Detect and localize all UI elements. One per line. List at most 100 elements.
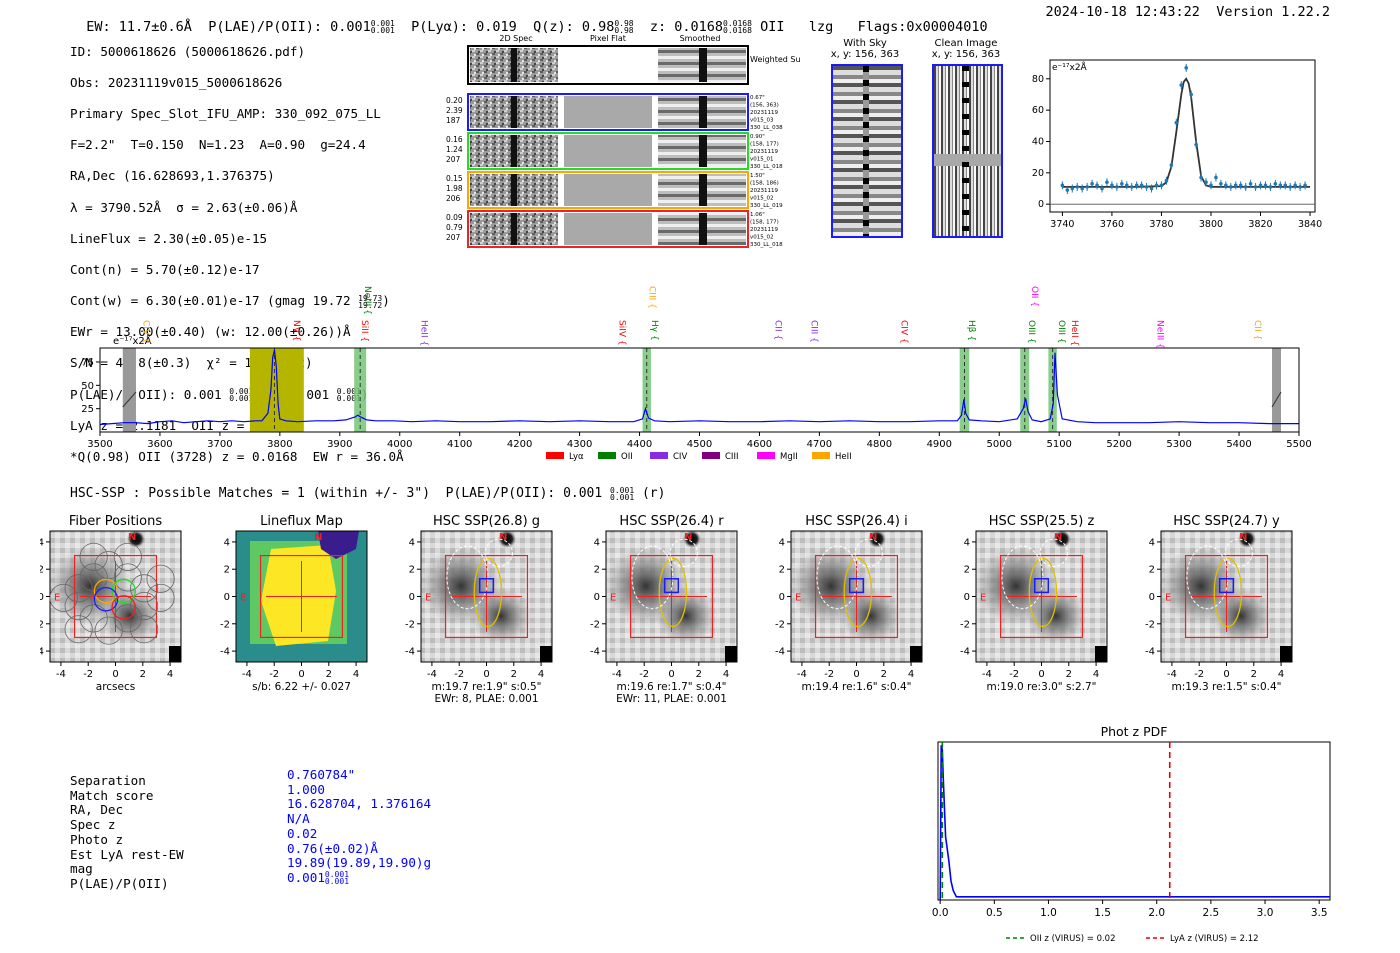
panel-xtick-label: 0 bbox=[483, 669, 489, 680]
panel-xtick-label: -4 bbox=[797, 669, 807, 680]
image-panels-svg: Fiber Positions N E -4 -4 -2 -2 0 0 2 2 4 4 arcsecs Li… bbox=[34, 514, 1293, 705]
panel-ytick-label: 4 bbox=[409, 537, 415, 548]
east-marker: E bbox=[240, 593, 246, 604]
panel-ytick-label: 2 bbox=[224, 565, 230, 576]
info-q-line: *Q(0.98) OII (3728) z = 0.0168 EW r = 36… bbox=[70, 449, 404, 465]
panel-xtick-label: -4 bbox=[427, 669, 437, 680]
panel-xtick-label: -2 bbox=[1009, 669, 1019, 680]
spectrum-line-label: CIV { bbox=[141, 320, 151, 344]
bright-star bbox=[1238, 530, 1256, 548]
full-spectrum-svg: e⁻¹⁷x2Å 25 50 75 3500 3600 3700 3800 3900 4000 410… bbox=[81, 286, 1311, 462]
search-box bbox=[999, 554, 1084, 639]
cutout-row-left-text: 207 bbox=[446, 155, 461, 164]
with-sky-title: With Sky x, y: 156, 363 bbox=[830, 38, 900, 60]
fit-data-point bbox=[1253, 185, 1258, 189]
info-ewr: EWr = 13.00(±0.40) (w: 12.00(±0.26))Å bbox=[70, 324, 351, 340]
cutout-row-left-text: 207 bbox=[446, 233, 461, 242]
panel-ytick-label: 4 bbox=[779, 537, 785, 548]
spectrum-xtick-label: 4900 bbox=[927, 439, 952, 450]
neighbor-ellipse bbox=[1039, 538, 1068, 567]
cutout-row-2d-line bbox=[511, 213, 517, 245]
spectrum-line-marker: CIII { bbox=[808, 320, 818, 343]
fit-data-point bbox=[1278, 183, 1283, 188]
fiber-circle bbox=[130, 592, 159, 621]
cutout-row-flat bbox=[564, 213, 652, 245]
clean-image-title: Clean Image x, y: 156, 363 bbox=[931, 38, 1001, 60]
spectrum-line-label: NeIII { bbox=[1154, 320, 1164, 349]
photz-plot: Phot z PDF 0.0 0.5 1.0 1.5 2.0 2.5 3.0 3.5 OII z … bbox=[920, 722, 1340, 947]
spectrum-line-label: SiII { bbox=[359, 320, 369, 342]
search-box bbox=[1184, 554, 1269, 639]
panel-xtick-label: 0 bbox=[668, 669, 674, 680]
panel-ytick-label: 4 bbox=[594, 537, 600, 548]
spectrum-line-label: CIV { bbox=[898, 320, 908, 344]
spectrum-line-marker: HeII { bbox=[419, 320, 429, 346]
fit-data-point bbox=[1139, 183, 1144, 188]
spectrum-line-label: NeIII { bbox=[362, 286, 372, 315]
panel-xtick-label: 2 bbox=[326, 669, 332, 680]
fiber-circle bbox=[64, 574, 93, 603]
panel-ytick-label: 0 bbox=[1149, 592, 1155, 603]
panel-ytick-label: 0 bbox=[964, 592, 970, 603]
cutout-row-right-text: 1.06" bbox=[750, 212, 765, 218]
spectrum-line-marker: CIV { bbox=[141, 320, 151, 344]
panel-title: HSC SSP(25.5) z bbox=[989, 514, 1095, 529]
fit-data-point bbox=[1120, 181, 1124, 186]
panel-image bbox=[789, 530, 922, 662]
neighbor-ellipse bbox=[484, 538, 513, 567]
info-lambda: λ = 3790.52Å σ = 2.63(±0.06)Å bbox=[70, 199, 298, 215]
fit-data-point bbox=[1129, 185, 1134, 189]
cutout-row-right-text: 330_LL_018 bbox=[750, 164, 783, 170]
cutout-row-right-text: (158, 186) bbox=[750, 181, 779, 187]
info-contw: Cont(w) = 6.30(±0.01)e-17 (gmag 19.72 19… bbox=[70, 293, 390, 310]
match-value: N/A bbox=[287, 811, 310, 827]
spectrum-legend-swatch bbox=[757, 452, 775, 459]
panel-title: Lineflux Map bbox=[260, 514, 343, 529]
panel-xtick-label: 2 bbox=[696, 669, 702, 680]
fit-xtick-label: 3820 bbox=[1248, 219, 1272, 230]
fit-data-point bbox=[1124, 183, 1129, 188]
spectrum-ylabel: e⁻¹⁷x2Å bbox=[113, 334, 152, 347]
photz-legend-lya: LyA z (VIRUS) = 2.12 bbox=[1170, 934, 1259, 944]
match-box bbox=[663, 578, 680, 594]
fit-axes-frame bbox=[1049, 59, 1316, 213]
info-contn: Cont(n) = 5.70(±0.12)e-17 bbox=[70, 261, 260, 277]
photz-xtick-label: 1.5 bbox=[1094, 907, 1111, 919]
north-marker: N bbox=[499, 532, 507, 543]
panel-caption: s/b: 6.22 +/- 0.027 bbox=[252, 681, 351, 693]
cutout-row-left-text: 0.20 bbox=[446, 96, 463, 105]
col-smoothed: Smoothed bbox=[680, 34, 721, 43]
info-id: ID: 5000618626 (5000618626.pdf) bbox=[70, 43, 306, 59]
spectrum-line-marker: SiIV { bbox=[617, 320, 627, 346]
spectrum-line-marker: SiII { bbox=[359, 320, 369, 342]
fit-xtick-label: 3800 bbox=[1199, 219, 1223, 230]
fiber-circle bbox=[113, 563, 142, 592]
cutout-row-left-text: 206 bbox=[446, 194, 461, 203]
match-value: 0.02 bbox=[287, 825, 318, 841]
with-sky-trace bbox=[863, 66, 869, 236]
header-qz-lo: 0.98 bbox=[614, 26, 634, 35]
bright-star bbox=[1053, 530, 1071, 548]
match-label: mag bbox=[70, 861, 93, 877]
north-marker: N bbox=[869, 532, 877, 543]
spectrum-line-label: CII { bbox=[772, 320, 782, 340]
hsc-summary: HSC-SSP : Possible Matches = 1 (within +… bbox=[70, 485, 666, 502]
spectrum-line-marker: Hγ { bbox=[649, 320, 659, 341]
spectrum-line-label: OII { bbox=[1029, 286, 1039, 307]
neighbor-ellipse bbox=[854, 538, 883, 567]
panel-xtick-label: -2 bbox=[1194, 669, 1204, 680]
header-z-line: OII bbox=[760, 19, 785, 35]
corner-star bbox=[169, 646, 181, 662]
east-marker: E bbox=[610, 593, 616, 604]
fit-data-point bbox=[1233, 183, 1238, 188]
cutout-row-smooth-line bbox=[699, 96, 707, 128]
panel-xtick-label: 0 bbox=[853, 669, 859, 680]
east-marker: E bbox=[1165, 593, 1171, 604]
cutout-row-right-text: 20231119 bbox=[750, 188, 778, 194]
spectrum-legend-swatch bbox=[598, 452, 616, 459]
fit-data-point bbox=[1303, 183, 1307, 188]
photz-xtick-label: 0.0 bbox=[932, 907, 949, 919]
panel-xtick-label: -4 bbox=[1167, 669, 1177, 680]
match-label: Est LyA rest-EW bbox=[70, 846, 184, 862]
spectrum-xtick-label: 5100 bbox=[1046, 439, 1071, 450]
